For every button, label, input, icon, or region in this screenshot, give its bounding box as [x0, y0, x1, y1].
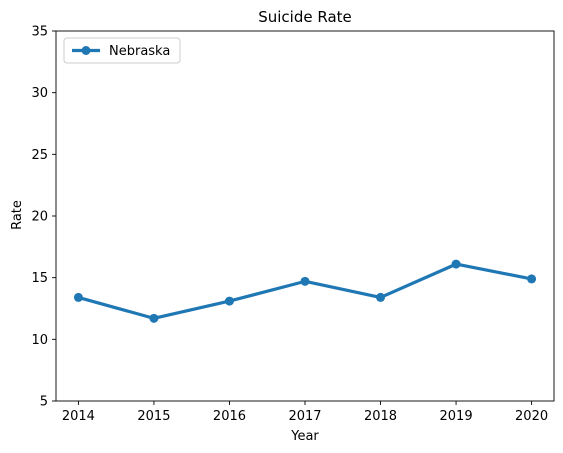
x-tick-label: 2016 [213, 409, 246, 424]
y-tick-label: 25 [31, 148, 48, 163]
legend-label-nebraska: Nebraska [109, 44, 170, 59]
x-tick-label: 2020 [515, 409, 548, 424]
legend: Nebraska [63, 37, 181, 64]
x-axis-label: Year [290, 429, 319, 444]
legend-box [63, 37, 181, 64]
plot-area: 5 10 15 20 25 30 35 2014 2015 2016 2017 2018 2019 202… [31, 25, 555, 424]
y-axis-label: Rate [10, 200, 25, 230]
x-tick-label: 2017 [288, 409, 321, 424]
y-tick-label: 35 [31, 25, 48, 40]
y-tick-label: 5 [40, 395, 48, 410]
y-tick-label: 15 [31, 271, 48, 286]
data-point [451, 259, 461, 269]
data-point [224, 296, 234, 306]
chart-title: Suicide Rate [258, 8, 352, 26]
data-point [527, 274, 537, 284]
y-tick-label: 30 [31, 86, 48, 101]
data-point [300, 276, 310, 286]
data-point [149, 313, 159, 323]
x-tick-label: 2019 [440, 409, 473, 424]
x-tick-label: 2014 [62, 409, 95, 424]
data-point [376, 292, 386, 302]
y-tick-label: 20 [31, 210, 48, 225]
x-tick-label: 2015 [137, 409, 170, 424]
legend-marker [81, 46, 91, 55]
x-tick-label: 2018 [364, 409, 397, 424]
data-point [73, 292, 83, 302]
y-tick-label: 10 [31, 333, 48, 348]
